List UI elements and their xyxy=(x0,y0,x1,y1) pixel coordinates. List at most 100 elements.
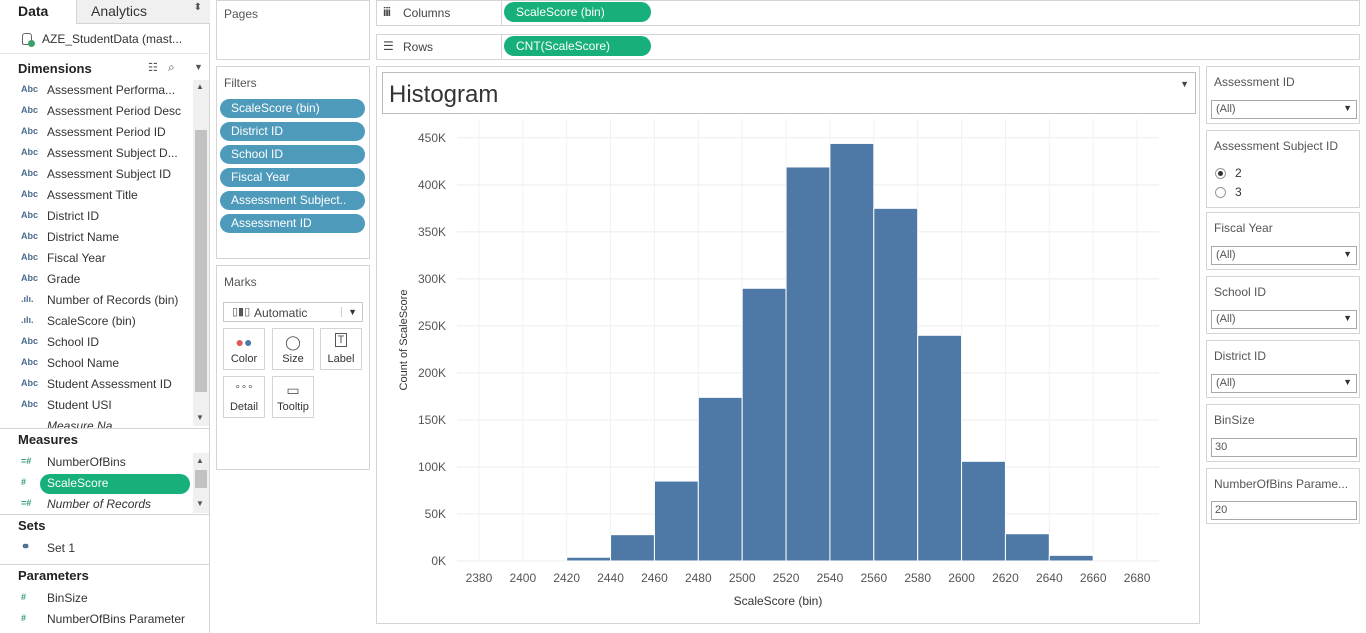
scroll-up-icon[interactable]: ▲ xyxy=(196,456,204,465)
y-tick-label: 200K xyxy=(418,366,446,380)
filter-pill[interactable]: Assessment Subject.. xyxy=(220,191,365,210)
dimension-item[interactable]: Abc Grade xyxy=(0,269,192,290)
histogram-bar[interactable] xyxy=(873,207,919,562)
measure-icon: =# xyxy=(21,498,32,508)
dimension-label: ScaleScore (bin) xyxy=(47,314,136,328)
histogram-bar[interactable] xyxy=(785,166,831,562)
tab-analytics[interactable]: Analytics ⬍ xyxy=(76,0,210,24)
title-box[interactable]: Histogram ▼ xyxy=(382,72,1196,114)
district-id-dropdown[interactable]: (All) ▼ xyxy=(1211,374,1357,393)
parameter-icon: # xyxy=(21,613,27,623)
dimension-item[interactable]: Abc District Name xyxy=(0,227,192,248)
divider xyxy=(0,564,210,565)
histogram-bar[interactable] xyxy=(1048,554,1094,562)
rows-icon: ☰ xyxy=(383,39,394,53)
chevron-down-icon: ▼ xyxy=(1343,377,1352,387)
dropdown-value: (All) xyxy=(1216,103,1236,115)
radio-label: 3 xyxy=(1235,185,1242,199)
bin-icon: .ılı. xyxy=(21,315,34,325)
measure-item[interactable]: =# Number of Records xyxy=(0,494,192,515)
dimension-item[interactable]: Abc School Name xyxy=(0,353,192,374)
filter-pill[interactable]: School ID xyxy=(220,145,365,164)
measure-item[interactable]: # ScaleScore xyxy=(0,473,192,494)
dropdown-caret-icon[interactable]: ▼ xyxy=(1180,79,1189,89)
y-tick-label: 350K xyxy=(418,225,446,239)
measure-icon: =# xyxy=(21,456,32,466)
histogram-bar[interactable] xyxy=(1004,533,1050,562)
rows-pill[interactable]: CNT(ScaleScore) xyxy=(504,36,651,56)
radio-option-3[interactable] xyxy=(1215,187,1226,198)
binsize-input[interactable]: 30 xyxy=(1211,438,1357,457)
filter-pill[interactable]: Fiscal Year xyxy=(220,168,365,187)
y-tick-label: 300K xyxy=(418,272,446,286)
scroll-down-icon[interactable]: ▼ xyxy=(196,413,204,422)
dimension-item[interactable]: Abc Student Assessment ID xyxy=(0,374,192,395)
histogram-bar[interactable] xyxy=(741,287,787,562)
measure-item[interactable]: =# NumberOfBins xyxy=(0,452,192,473)
dimension-item[interactable]: Abc Assessment Performa... xyxy=(0,80,192,101)
histogram-bar[interactable] xyxy=(961,460,1006,562)
dimension-item[interactable]: Abc Assessment Period ID xyxy=(0,122,192,143)
dimension-item[interactable]: Abc Student USI xyxy=(0,395,192,416)
dimension-item[interactable]: Abc School ID xyxy=(0,332,192,353)
dimension-item[interactable]: Abc Assessment Title xyxy=(0,185,192,206)
set-item-label: Set 1 xyxy=(47,541,76,555)
color-button[interactable]: ●● Color xyxy=(223,328,265,370)
histogram-bar[interactable] xyxy=(829,142,875,562)
chevron-down-icon: ▼ xyxy=(1343,313,1352,323)
set-item[interactable]: ⚭ Set 1 xyxy=(0,538,192,559)
histogram-bar[interactable] xyxy=(653,480,699,562)
histogram-bar[interactable] xyxy=(566,556,612,562)
dimension-item[interactable]: .ılı. ScaleScore (bin) xyxy=(0,311,192,332)
histogram-bar[interactable] xyxy=(610,534,655,562)
view-list-icon[interactable]: ☷ xyxy=(148,62,158,74)
chevron-down-icon[interactable]: ▼ xyxy=(194,62,203,72)
dimension-item[interactable]: Abc Fiscal Year xyxy=(0,248,192,269)
size-button[interactable]: ◯ Size xyxy=(272,328,314,370)
columns-pill[interactable]: ScaleScore (bin) xyxy=(504,2,651,22)
school-id-dropdown[interactable]: (All) ▼ xyxy=(1211,310,1357,329)
dimension-item[interactable]: Abc Assessment Period Desc xyxy=(0,101,192,122)
dimensions-scroll-thumb[interactable] xyxy=(195,130,207,392)
measures-scroll-thumb[interactable] xyxy=(195,470,207,488)
dimension-label: Assessment Subject D... xyxy=(47,146,178,160)
dimension-item[interactable]: .ılı. Number of Records (bin) xyxy=(0,290,192,311)
dimension-item[interactable]: Abc District ID xyxy=(0,206,192,227)
sort-updown-icon[interactable]: ⬍ xyxy=(193,2,202,13)
detail-button[interactable]: ∘∘∘ Detail xyxy=(223,376,265,418)
histogram-chart: 0K 50K 100K 150K 200K 250K 300K 350K 400K 450K 23… xyxy=(398,119,1159,608)
radio-option-2[interactable] xyxy=(1215,168,1226,179)
filter-title: Assessment ID xyxy=(1214,75,1295,89)
label-button[interactable]: T Label xyxy=(320,328,362,370)
filter-pill[interactable]: ScaleScore (bin) xyxy=(220,99,365,118)
mark-type-dropdown[interactable]: ▯▮▯ Automatic ▼ xyxy=(223,302,363,322)
marks-card: Marks ▯▮▯ Automatic ▼ ●● Color ◯ Size T … xyxy=(216,265,370,470)
histogram-bar[interactable] xyxy=(917,334,963,562)
dimension-item[interactable]: Abc Assessment Subject D... xyxy=(0,143,192,164)
numberofbins-input[interactable]: 20 xyxy=(1211,501,1357,520)
dimension-item[interactable]: Abc Assessment Subject ID xyxy=(0,164,192,185)
dimension-label: Assessment Performa... xyxy=(47,83,176,97)
mark-type-value: Automatic xyxy=(254,306,308,320)
x-tick-label: 2600 xyxy=(948,571,975,585)
fiscal-year-dropdown[interactable]: (All) ▼ xyxy=(1211,246,1357,265)
filter-pill[interactable]: District ID xyxy=(220,122,365,141)
columns-icon: iii xyxy=(383,5,391,19)
dimension-label: District ID xyxy=(47,209,99,223)
tab-data[interactable]: Data xyxy=(0,0,76,24)
parameter-item[interactable]: # NumberOfBins Parameter xyxy=(0,609,192,630)
data-pane: Data Analytics ⬍ AZE_StudentData (mast..… xyxy=(0,0,210,633)
scroll-down-icon[interactable]: ▼ xyxy=(196,499,204,508)
parameter-item[interactable]: # BinSize xyxy=(0,588,192,609)
filter-pill[interactable]: Assessment ID xyxy=(220,214,365,233)
search-icon[interactable]: ⌕ xyxy=(168,60,175,74)
x-tick-label: 2540 xyxy=(817,571,844,585)
assessment-id-dropdown[interactable]: (All) ▼ xyxy=(1211,100,1357,119)
color-icon: ●● xyxy=(235,334,253,350)
dimension-label: Fiscal Year xyxy=(47,251,106,265)
scroll-up-icon[interactable]: ▲ xyxy=(196,82,204,91)
histogram-bar[interactable] xyxy=(697,396,743,562)
datasource-item[interactable]: AZE_StudentData (mast... xyxy=(0,24,210,54)
tooltip-button[interactable]: ▭ Tooltip xyxy=(272,376,314,418)
pages-shelf[interactable]: Pages xyxy=(216,0,370,60)
